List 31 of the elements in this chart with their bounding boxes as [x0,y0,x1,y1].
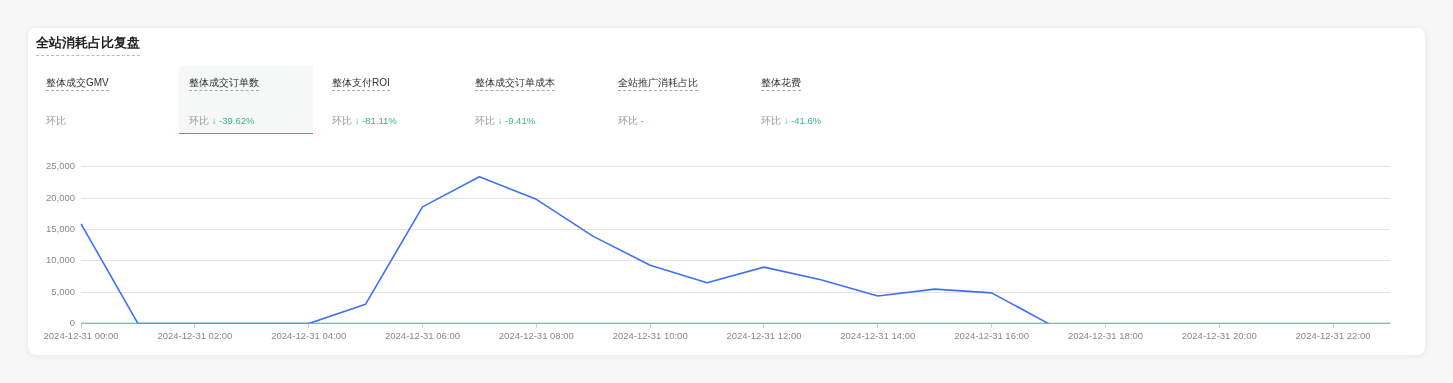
x-tick-label: 2024-12-31 10:00 [612,329,688,341]
x-tick-label: 2024-12-31 20:00 [1181,329,1257,341]
text: 环比 [46,115,66,128]
text: 整体成交订单成本 [475,76,555,91]
x-tick-label: 2024-12-31 08:00 [498,329,574,341]
y-tick-label: 25,000 [45,160,76,172]
x-tick-label: 2024-12-31 18:00 [1067,329,1143,341]
x-tick-label: 2024-12-31 16:00 [954,329,1030,341]
text: 整体成交GMV [46,76,109,91]
x-tick-label: 2024-12-31 06:00 [385,329,461,341]
x-tick-label: 2024-12-31 14:00 [840,329,916,341]
text: 环比 ↓ -41.6% [761,115,822,128]
y-tick-label: 10,000 [45,254,76,266]
x-tick-label: 2024-12-31 22:00 [1295,329,1371,341]
y-tick-label: 0 [69,317,76,329]
text: 整体花费 [761,76,801,91]
text: 环比 ↓ -39.62% [189,115,255,128]
x-tick-label: 2024-12-31 02:00 [157,329,233,341]
x-tick-label: 2024-12-31 12:00 [726,329,802,341]
y-tick-label: 5,000 [51,285,76,297]
text: 环比 - [618,115,644,128]
text: 环比 ↓ -81.11% [332,115,397,128]
text: 整体支付ROI [332,76,390,91]
text: 整体成交订单数 [189,76,259,91]
y-tick-label: 20,000 [45,191,76,203]
text: 全站推广消耗占比 [618,76,698,91]
x-tick-label: 2024-12-31 00:00 [43,329,119,341]
x-tick-label: 2024-12-31 04:00 [271,329,347,341]
text: 环比 ↓ -9.41% [475,115,536,128]
text: 全站消耗占比复盘 [36,34,140,56]
y-tick-label: 15,000 [45,223,76,235]
